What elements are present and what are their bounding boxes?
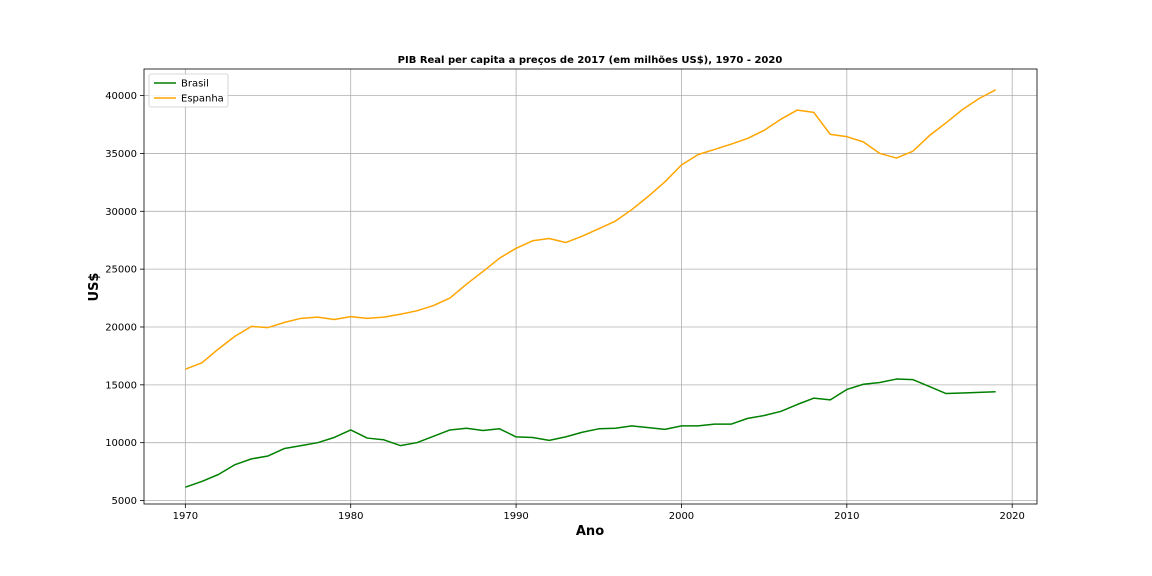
y-tick-label: 10000: [105, 438, 137, 449]
x-axis-label: Ano: [576, 524, 604, 539]
plot-lines: [185, 89, 997, 488]
y-tick-label: 5000: [112, 496, 137, 507]
x-tick-label: 1970: [173, 511, 198, 522]
x-tick-label: 2010: [834, 511, 859, 522]
series-line-brasil: [185, 378, 996, 488]
legend: Brasil Espanha: [148, 73, 229, 108]
y-tick-label: 40000: [105, 91, 137, 102]
y-tick-label: 20000: [105, 322, 137, 333]
y-tick-label: 15000: [105, 380, 137, 391]
y-tick-label: 25000: [105, 265, 137, 276]
y-axis-label: US$: [87, 273, 102, 302]
x-tick-label: 1990: [503, 511, 528, 522]
x-tick-label: 2020: [999, 511, 1024, 522]
x-axis: 1970 1980 1990 2000 2010 2020: [173, 504, 1025, 522]
series-line-espanha: [185, 89, 997, 370]
legend-label-brasil: Brasil: [181, 79, 209, 90]
grid-lines: [144, 69, 1037, 504]
x-tick-label: 1980: [338, 511, 363, 522]
plot-frame: [143, 68, 1038, 505]
x-tick-label: 2000: [669, 511, 694, 522]
y-axis: 5000 10000 15000 20000 25000 30000 35000 40000: [105, 91, 144, 507]
y-tick-label: 35000: [105, 149, 137, 160]
y-tick-label: 30000: [105, 207, 137, 218]
legend-label-espanha: Espanha: [181, 94, 224, 105]
chart-title: PIB Real per capita a preços de 2017 (em…: [398, 55, 783, 66]
